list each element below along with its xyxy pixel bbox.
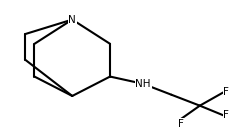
Text: F: F xyxy=(178,119,184,129)
Text: NH: NH xyxy=(135,79,151,89)
Text: N: N xyxy=(68,15,76,25)
Text: F: F xyxy=(223,110,229,120)
Text: F: F xyxy=(223,87,229,97)
